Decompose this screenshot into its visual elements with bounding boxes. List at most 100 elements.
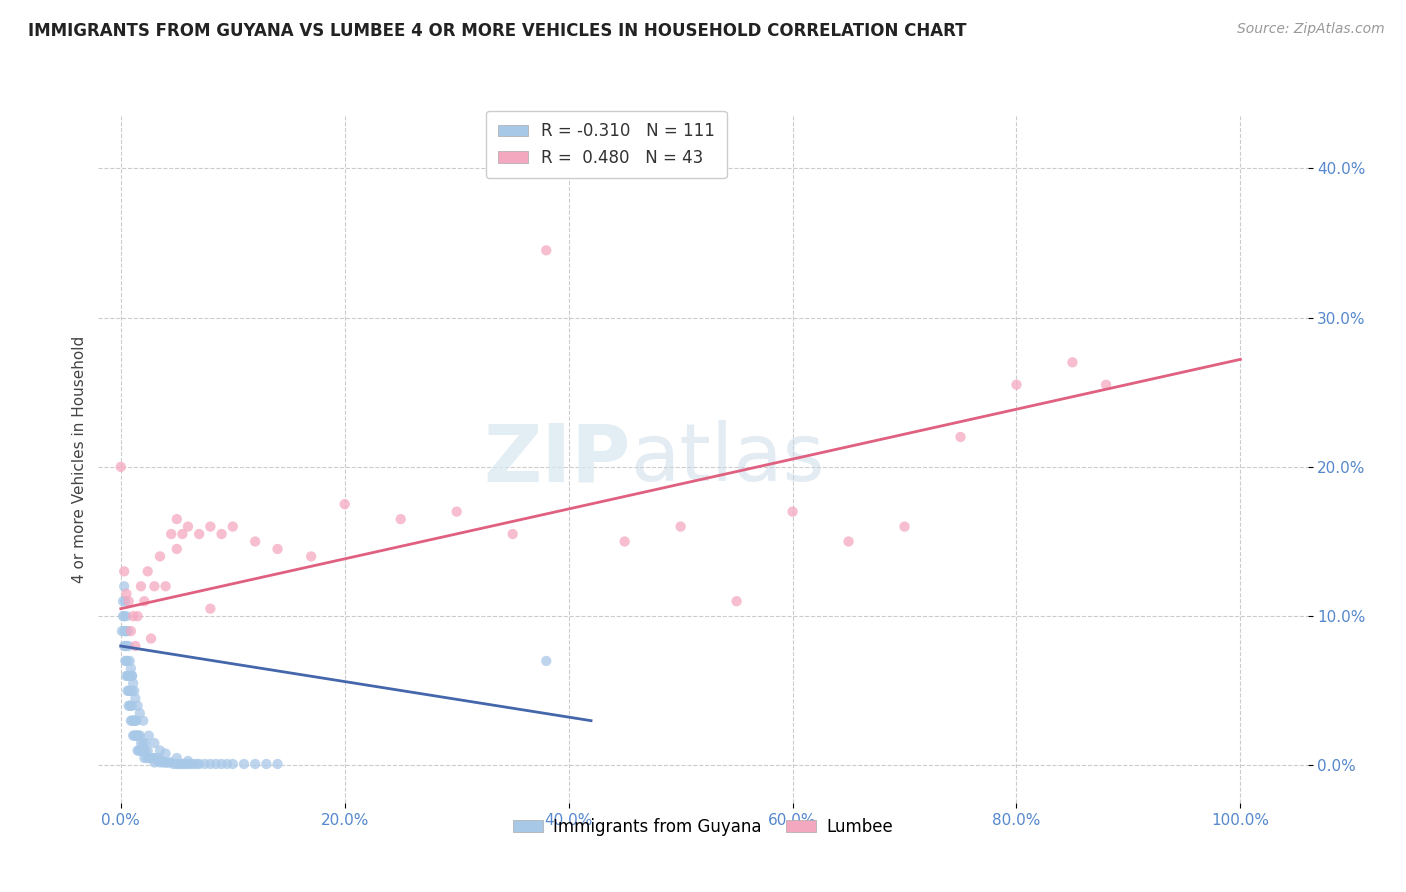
- Point: [143, 736, 166, 750]
- Point: [134, 594, 156, 608]
- Point: [148, 751, 170, 765]
- Point: [139, 751, 162, 765]
- Point: [143, 579, 166, 593]
- Point: [112, 594, 135, 608]
- Point: [132, 743, 155, 757]
- Point: [146, 754, 169, 768]
- Point: [183, 756, 205, 771]
- Point: [127, 729, 149, 743]
- Point: [162, 756, 184, 771]
- Point: [166, 541, 188, 556]
- Point: [118, 669, 141, 683]
- Point: [114, 639, 136, 653]
- Point: [782, 505, 804, 519]
- Point: [138, 729, 160, 743]
- Point: [170, 756, 193, 771]
- Point: [129, 736, 152, 750]
- Point: [152, 756, 174, 770]
- Point: [134, 751, 156, 765]
- Point: [177, 756, 200, 771]
- Point: [121, 669, 143, 683]
- Point: [124, 691, 146, 706]
- Point: [266, 756, 288, 771]
- Point: [172, 527, 194, 541]
- Point: [132, 736, 155, 750]
- Point: [122, 714, 145, 728]
- Point: [114, 594, 136, 608]
- Point: [131, 743, 153, 757]
- Point: [669, 519, 692, 533]
- Point: [155, 747, 177, 761]
- Point: [243, 756, 266, 771]
- Point: [174, 756, 197, 771]
- Point: [122, 676, 145, 690]
- Point: [186, 756, 208, 771]
- Point: [536, 244, 558, 258]
- Point: [112, 609, 135, 624]
- Point: [136, 565, 159, 579]
- Point: [166, 756, 188, 771]
- Point: [613, 534, 636, 549]
- Point: [115, 669, 138, 683]
- Point: [173, 756, 195, 771]
- Point: [121, 669, 143, 683]
- Point: [266, 541, 288, 556]
- Point: [128, 729, 150, 743]
- Point: [115, 624, 138, 639]
- Point: [120, 698, 142, 713]
- Point: [838, 534, 860, 549]
- Point: [1095, 377, 1118, 392]
- Point: [124, 714, 146, 728]
- Point: [200, 519, 222, 533]
- Point: [145, 751, 167, 765]
- Point: [138, 751, 160, 765]
- Point: [114, 624, 136, 639]
- Point: [124, 729, 146, 743]
- Point: [122, 729, 145, 743]
- Point: [117, 624, 139, 639]
- Point: [200, 601, 222, 615]
- Point: [127, 743, 149, 757]
- Text: atlas: atlas: [630, 420, 825, 499]
- Point: [118, 654, 141, 668]
- Point: [121, 698, 143, 713]
- Point: [128, 743, 150, 757]
- Point: [205, 756, 228, 771]
- Point: [156, 756, 179, 770]
- Point: [110, 459, 132, 474]
- Point: [118, 698, 141, 713]
- Point: [114, 654, 136, 668]
- Point: [132, 714, 155, 728]
- Point: [118, 669, 141, 683]
- Point: [217, 756, 239, 771]
- Point: [166, 512, 188, 526]
- Point: [125, 729, 148, 743]
- Point: [194, 756, 217, 771]
- Point: [142, 751, 165, 765]
- Point: [502, 527, 524, 541]
- Y-axis label: 4 or more Vehicles in Household: 4 or more Vehicles in Household: [72, 335, 87, 583]
- Point: [150, 754, 173, 768]
- Point: [233, 756, 256, 771]
- Point: [188, 756, 211, 771]
- Point: [128, 706, 150, 721]
- Point: [211, 756, 233, 771]
- Text: ZIP: ZIP: [484, 420, 630, 499]
- Point: [136, 743, 159, 757]
- Point: [179, 756, 201, 771]
- Point: [200, 756, 222, 771]
- Point: [118, 639, 141, 653]
- Point: [141, 751, 163, 765]
- Point: [725, 594, 748, 608]
- Point: [120, 683, 142, 698]
- Point: [893, 519, 915, 533]
- Point: [222, 756, 245, 771]
- Point: [118, 698, 141, 713]
- Point: [160, 756, 183, 770]
- Point: [166, 751, 188, 765]
- Point: [128, 729, 150, 743]
- Point: [120, 661, 142, 675]
- Point: [129, 743, 152, 757]
- Point: [122, 714, 145, 728]
- Point: [118, 594, 141, 608]
